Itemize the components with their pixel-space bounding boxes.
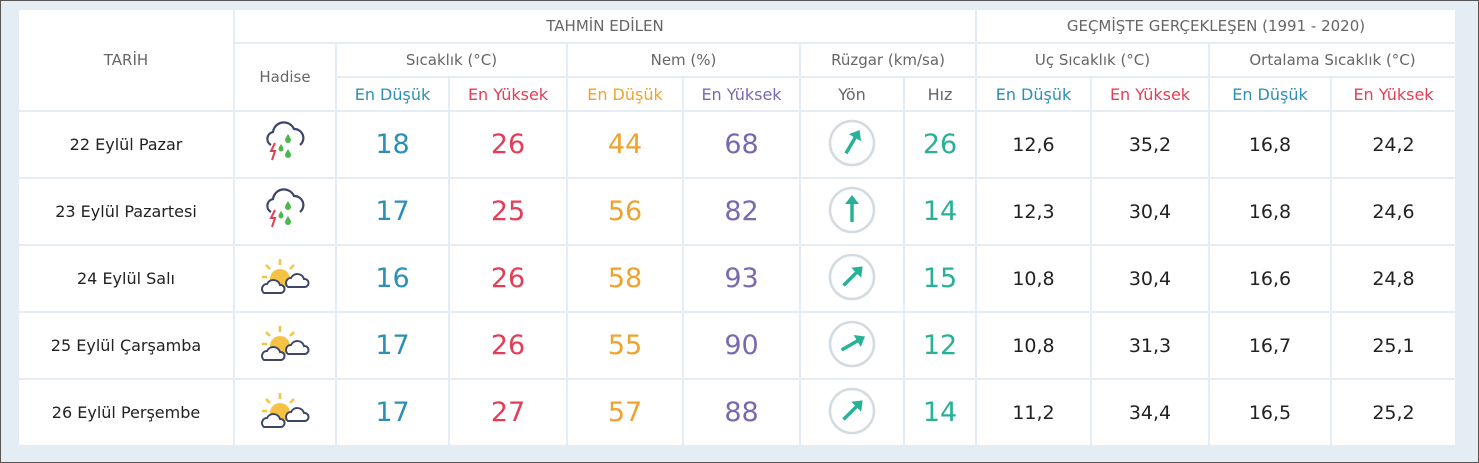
forecast-table: TARİH TAHMİN EDİLEN GEÇMİŞTE GERÇEKLEŞEN (… <box>17 8 1457 447</box>
average-min: 16,5 <box>1210 380 1330 445</box>
table-row: 25 Eylül Çarşamba 17 26 55 90 12 10,8 31,3 16,7 2… <box>19 313 1455 378</box>
extreme-min: 10,8 <box>977 313 1090 378</box>
humidity-max: 88 <box>684 380 799 445</box>
header-average: Ortalama Sıcaklık (°C) <box>1210 44 1455 76</box>
extreme-min: 10,8 <box>977 246 1090 311</box>
wind-direction-arrow-icon <box>828 387 876 434</box>
temp-min: 17 <box>337 380 448 445</box>
humidity-min: 57 <box>568 380 682 445</box>
wind-speed: 14 <box>905 380 975 445</box>
average-min: 16,7 <box>1210 313 1330 378</box>
humidity-max: 68 <box>684 112 799 177</box>
temp-min: 17 <box>337 179 448 244</box>
average-max: 24,6 <box>1332 179 1455 244</box>
header-average-min: En Düşük <box>1210 78 1330 110</box>
average-max: 24,8 <box>1332 246 1455 311</box>
header-extreme-max: En Yüksek <box>1092 78 1208 110</box>
event-cell <box>235 179 335 244</box>
date-cell: 25 Eylül Çarşamba <box>19 313 233 378</box>
temp-min: 16 <box>337 246 448 311</box>
header-temp-min: En Düşük <box>337 78 448 110</box>
table-row: 26 Eylül Perşembe 17 27 57 88 14 11,2 34,4 16,5 2… <box>19 380 1455 445</box>
temp-max: 27 <box>450 380 566 445</box>
average-min: 16,6 <box>1210 246 1330 311</box>
event-cell <box>235 112 335 177</box>
wind-direction-cell <box>801 313 903 378</box>
extreme-max: 30,4 <box>1092 246 1208 311</box>
header-humidity: Nem (%) <box>568 44 799 76</box>
temp-max: 25 <box>450 179 566 244</box>
header-history: GEÇMİŞTE GERÇEKLEŞEN (1991 - 2020) <box>977 10 1455 42</box>
extreme-max: 35,2 <box>1092 112 1208 177</box>
wind-direction-arrow-icon <box>828 186 876 233</box>
table-row: 22 Eylül Pazar 18 26 44 68 26 12,6 35,2 16,8 24,2 <box>19 112 1455 177</box>
date-cell: 22 Eylül Pazar <box>19 112 233 177</box>
average-max: 24,2 <box>1332 112 1455 177</box>
partly-cloudy-icon <box>258 258 312 301</box>
temp-max: 26 <box>450 313 566 378</box>
header-average-max: En Yüksek <box>1332 78 1455 110</box>
header-wind: Rüzgar (km/sa) <box>801 44 975 76</box>
humidity-max: 90 <box>684 313 799 378</box>
header-wind-speed: Hız <box>905 78 975 110</box>
partly-cloudy-icon <box>258 392 312 435</box>
thunderstorm-rain-icon <box>261 120 309 169</box>
event-cell <box>235 313 335 378</box>
humidity-max: 93 <box>684 246 799 311</box>
header-hum-max: En Yüksek <box>684 78 799 110</box>
event-cell <box>235 380 335 445</box>
partly-cloudy-icon <box>258 325 312 368</box>
wind-direction-arrow-icon <box>828 320 876 367</box>
wind-speed: 15 <box>905 246 975 311</box>
extreme-max: 31,3 <box>1092 313 1208 378</box>
wind-speed: 26 <box>905 112 975 177</box>
temp-min: 18 <box>337 112 448 177</box>
average-max: 25,1 <box>1332 313 1455 378</box>
header-date: TARİH <box>19 10 233 110</box>
header-temp-max: En Yüksek <box>450 78 566 110</box>
average-min: 16,8 <box>1210 112 1330 177</box>
humidity-min: 56 <box>568 179 682 244</box>
temp-max: 26 <box>450 246 566 311</box>
humidity-min: 55 <box>568 313 682 378</box>
humidity-max: 82 <box>684 179 799 244</box>
wind-direction-arrow-icon <box>828 119 876 166</box>
wind-direction-arrow-icon <box>828 253 876 300</box>
average-max: 25,2 <box>1332 380 1455 445</box>
temp-max: 26 <box>450 112 566 177</box>
header-temp: Sıcaklık (°C) <box>337 44 566 76</box>
header-event: Hadise <box>235 44 335 110</box>
extreme-min: 12,6 <box>977 112 1090 177</box>
table-row: 23 Eylül Pazartesi 17 25 56 82 14 12,3 30,4 16,8… <box>19 179 1455 244</box>
header-forecast: TAHMİN EDİLEN <box>235 10 975 42</box>
extreme-max: 34,4 <box>1092 380 1208 445</box>
wind-speed: 12 <box>905 313 975 378</box>
wind-direction-cell <box>801 246 903 311</box>
average-min: 16,8 <box>1210 179 1330 244</box>
thunderstorm-rain-icon <box>261 187 309 236</box>
header-wind-dir: Yön <box>801 78 903 110</box>
date-cell: 26 Eylül Perşembe <box>19 380 233 445</box>
date-cell: 23 Eylül Pazartesi <box>19 179 233 244</box>
temp-min: 17 <box>337 313 448 378</box>
header-hum-min: En Düşük <box>568 78 682 110</box>
extreme-max: 30,4 <box>1092 179 1208 244</box>
table-row: 24 Eylül Salı 16 26 58 93 15 10,8 30,4 16,6 24,8 <box>19 246 1455 311</box>
humidity-min: 58 <box>568 246 682 311</box>
header-extreme-min: En Düşük <box>977 78 1090 110</box>
header-extreme: Uç Sıcaklık (°C) <box>977 44 1208 76</box>
event-cell <box>235 246 335 311</box>
wind-direction-cell <box>801 112 903 177</box>
extreme-min: 12,3 <box>977 179 1090 244</box>
humidity-min: 44 <box>568 112 682 177</box>
extreme-min: 11,2 <box>977 380 1090 445</box>
wind-speed: 14 <box>905 179 975 244</box>
wind-direction-cell <box>801 179 903 244</box>
date-cell: 24 Eylül Salı <box>19 246 233 311</box>
wind-direction-cell <box>801 380 903 445</box>
